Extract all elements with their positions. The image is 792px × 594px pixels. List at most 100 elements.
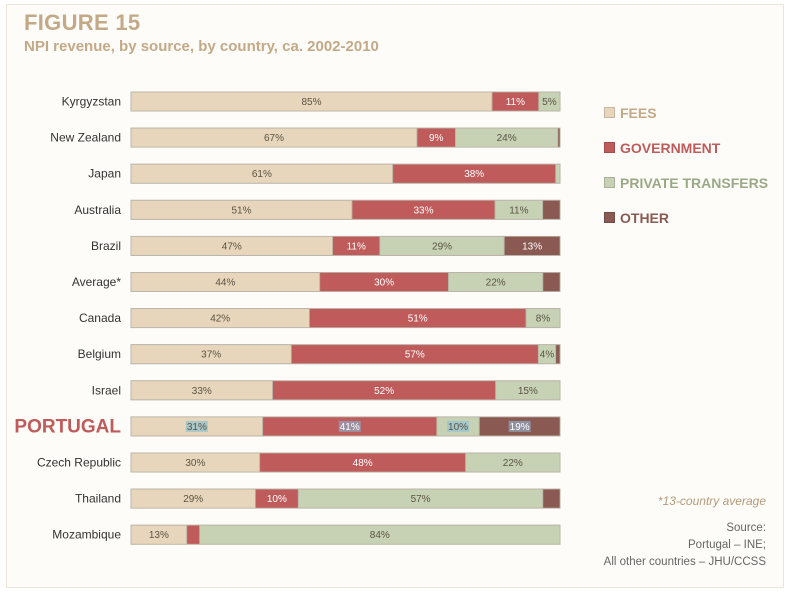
bar-thailand: Thailand 29% 10% 57% xyxy=(75,488,561,509)
segment-other xyxy=(555,344,561,365)
category-label: Czech Republic xyxy=(37,456,121,470)
data-label: 31% xyxy=(187,422,207,433)
data-label: 24% xyxy=(497,133,517,144)
data-label: 85% xyxy=(302,97,322,108)
bar-australia: Australia 51% 33% 11% xyxy=(74,199,561,220)
bar-japan: Japan 61% 38% xyxy=(88,163,561,184)
data-label: 51% xyxy=(231,205,251,216)
category-label: Kyrgyzstan xyxy=(62,95,121,109)
data-label: 11% xyxy=(347,241,366,252)
bar-canada: Canada 42% 51% 8% xyxy=(79,308,561,329)
data-label: 29% xyxy=(183,494,203,505)
bar-new-zealand: New Zealand 67% 9% 24% xyxy=(50,127,561,148)
legend-label: GOVERNMENT xyxy=(620,139,721,156)
legend-swatch xyxy=(604,177,615,188)
data-label: 29% xyxy=(432,241,452,252)
segment-private-transfers xyxy=(465,452,561,473)
data-label: 13% xyxy=(149,530,169,541)
segment-private-transfers xyxy=(525,308,561,329)
bar-brazil: Brazil 47% 11% 29% 13% xyxy=(91,235,561,256)
segment-private-transfers xyxy=(538,91,561,112)
data-label: 47% xyxy=(222,241,242,252)
label-chip xyxy=(338,420,361,432)
legend-swatch xyxy=(604,107,615,118)
bar-mozambique: Mozambique 13% 84% xyxy=(52,524,561,545)
source-line: Portugal – INE; xyxy=(688,539,766,551)
data-label: 33% xyxy=(413,205,433,216)
chart-title: NPI revenue, by source, by country, ca. … xyxy=(24,38,379,55)
data-label: 37% xyxy=(201,350,221,361)
data-label: 11% xyxy=(509,205,528,216)
category-label: Canada xyxy=(79,311,121,325)
segment-other xyxy=(542,272,561,292)
label-chip xyxy=(508,420,531,432)
data-label: 5% xyxy=(542,97,557,108)
source-note: Source: Portugal – INE; All other countr… xyxy=(604,520,766,571)
legend-label: PRIVATE TRANSFERS xyxy=(620,174,769,191)
data-label: 41% xyxy=(340,422,360,433)
figure-label: FIGURE 15 xyxy=(24,10,141,35)
data-label: 61% xyxy=(252,169,272,180)
segment-private-transfers xyxy=(199,524,561,545)
legend-label: OTHER xyxy=(620,209,669,226)
label-chip xyxy=(447,420,470,432)
segment-other xyxy=(557,127,561,148)
segment-private-transfers xyxy=(495,380,561,401)
data-label: 67% xyxy=(264,133,284,144)
category-label: Brazil xyxy=(91,239,121,253)
category-label: Average* xyxy=(72,275,121,289)
legend-label: FEES xyxy=(620,104,657,121)
data-label: 19% xyxy=(510,422,530,433)
data-label: 33% xyxy=(192,386,212,397)
source-line: Source: xyxy=(726,522,766,534)
bar-average: Average* 44% 30% 22% xyxy=(72,272,561,292)
data-label: 4% xyxy=(540,350,555,361)
bar-czech-republic: Czech Republic 30% 48% 22% xyxy=(37,452,561,473)
label-chip xyxy=(185,420,208,432)
data-label: 22% xyxy=(486,278,506,289)
data-label: 52% xyxy=(374,386,394,397)
data-label: 42% xyxy=(210,314,230,325)
data-label: 30% xyxy=(374,278,394,289)
legend-item-government: GOVERNMENT xyxy=(604,130,768,165)
data-label: 57% xyxy=(405,350,425,361)
data-label: 44% xyxy=(215,278,235,289)
category-label: Belgium xyxy=(78,347,121,361)
data-label: 84% xyxy=(370,530,390,541)
data-label: 22% xyxy=(503,458,523,469)
segment-other xyxy=(542,488,561,509)
data-label: 9% xyxy=(429,133,444,144)
segment-other xyxy=(503,235,561,256)
bar-kyrgyzstan: Kyrgyzstan 85% 11% 5% xyxy=(62,91,561,112)
source-line: All other countries – JHU/CCSS xyxy=(603,556,766,568)
chart-legend: FEES GOVERNMENT PRIVATE TRANSFERS OTHER xyxy=(604,95,768,235)
data-label: 11% xyxy=(506,97,525,108)
category-label: Israel xyxy=(92,383,121,397)
data-label: 8% xyxy=(536,314,551,325)
segment-government xyxy=(186,524,201,545)
data-label: 10% xyxy=(267,494,287,505)
segment-private-transfers xyxy=(555,163,561,184)
bar-belgium: Belgium 37% 57% 4% xyxy=(78,344,561,365)
data-label: 30% xyxy=(185,458,205,469)
data-label: 10% xyxy=(448,422,468,433)
footnote: *13-country average xyxy=(657,494,766,508)
category-label: Australia xyxy=(74,203,121,217)
category-label: Mozambique xyxy=(52,528,121,542)
category-label: Thailand xyxy=(75,492,121,506)
legend-item-fees: FEES xyxy=(604,95,768,130)
bar-portugal: PORTUGAL 31% 41% 10% 19% xyxy=(14,416,561,437)
data-label: 48% xyxy=(353,458,373,469)
legend-swatch xyxy=(604,212,615,223)
category-label: New Zealand xyxy=(50,131,121,145)
bar-israel: Israel 33% 52% 15% xyxy=(92,380,561,401)
legend-item-other: OTHER xyxy=(604,200,768,235)
data-label: 51% xyxy=(408,314,428,325)
data-label: 15% xyxy=(518,386,538,397)
category-label: Japan xyxy=(88,167,121,181)
segment-other xyxy=(542,199,561,220)
data-label: 57% xyxy=(411,494,431,505)
legend-item-private-transfers: PRIVATE TRANSFERS xyxy=(604,165,768,200)
data-label: 38% xyxy=(464,169,484,180)
